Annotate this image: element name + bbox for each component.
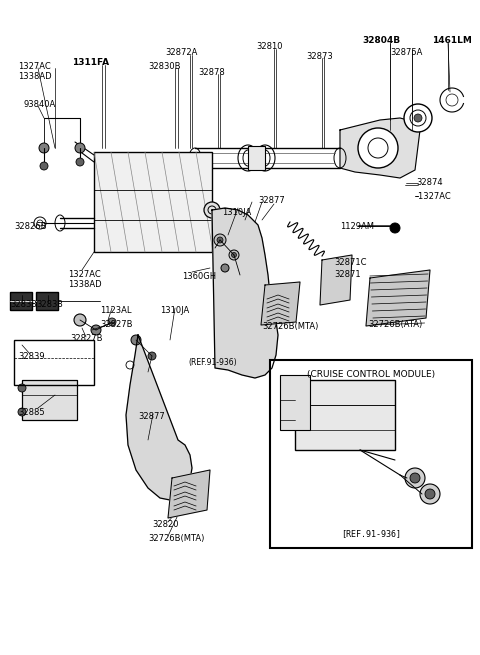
Bar <box>22 380 77 395</box>
Text: 32875A: 32875A <box>390 48 422 57</box>
Text: 1310JA: 1310JA <box>222 208 251 217</box>
Text: 32872A: 32872A <box>165 48 197 57</box>
Circle shape <box>39 143 49 153</box>
Polygon shape <box>340 118 420 178</box>
Text: 32871: 32871 <box>334 270 360 279</box>
Circle shape <box>217 237 223 243</box>
Circle shape <box>75 143 85 153</box>
Bar <box>22 380 77 420</box>
Circle shape <box>405 468 425 488</box>
Text: -1327AC: -1327AC <box>416 192 452 201</box>
Circle shape <box>414 114 422 122</box>
Text: 32726B(ATA): 32726B(ATA) <box>368 320 422 329</box>
Polygon shape <box>320 255 352 305</box>
Text: 32804B: 32804B <box>362 36 400 45</box>
Polygon shape <box>261 282 300 325</box>
Circle shape <box>18 384 26 392</box>
Polygon shape <box>168 470 210 518</box>
Bar <box>94 152 212 252</box>
Bar <box>10 292 32 310</box>
Circle shape <box>40 162 48 170</box>
Circle shape <box>204 202 220 218</box>
Polygon shape <box>126 335 192 500</box>
Text: 1327AC
1338AD: 1327AC 1338AD <box>18 62 52 81</box>
Text: 32838: 32838 <box>36 300 63 309</box>
Bar <box>36 292 58 310</box>
Circle shape <box>410 473 420 483</box>
Bar <box>295 380 395 405</box>
Text: [REF.91-936]: [REF.91-936] <box>341 529 401 538</box>
Text: 32810: 32810 <box>256 42 283 51</box>
Text: 1123AL: 1123AL <box>100 306 132 315</box>
Text: 32838: 32838 <box>10 300 37 309</box>
Text: 32827B: 32827B <box>100 320 132 329</box>
Circle shape <box>91 325 101 335</box>
Circle shape <box>131 335 141 345</box>
Text: 32874: 32874 <box>416 178 443 187</box>
Bar <box>14 340 94 385</box>
Text: 32726B(MTA): 32726B(MTA) <box>148 534 204 543</box>
Circle shape <box>221 264 229 272</box>
Circle shape <box>420 484 440 504</box>
Circle shape <box>148 352 156 360</box>
Text: 32877: 32877 <box>138 412 165 421</box>
Circle shape <box>425 489 435 499</box>
Bar <box>270 360 472 548</box>
Text: (REF.91-936): (REF.91-936) <box>188 358 237 367</box>
Circle shape <box>404 104 432 132</box>
Text: 1360GH: 1360GH <box>182 272 216 281</box>
Text: 32885: 32885 <box>18 408 45 417</box>
Text: (CRUISE CONTROL MODULE): (CRUISE CONTROL MODULE) <box>307 370 435 379</box>
Text: 32873: 32873 <box>306 52 333 61</box>
Text: 93840A: 93840A <box>24 100 56 109</box>
Text: 32826B: 32826B <box>14 222 47 231</box>
Text: 1129AM: 1129AM <box>340 222 374 231</box>
Text: 1327AC
1338AD: 1327AC 1338AD <box>68 270 102 290</box>
Text: 1461LM: 1461LM <box>432 36 472 45</box>
Text: 32839: 32839 <box>18 352 45 361</box>
Circle shape <box>76 158 84 166</box>
Bar <box>248 146 265 170</box>
Circle shape <box>18 408 26 416</box>
Circle shape <box>214 234 226 246</box>
Text: 32827B: 32827B <box>70 334 103 343</box>
Bar <box>280 375 310 430</box>
Text: 1311FA: 1311FA <box>72 58 109 67</box>
Circle shape <box>229 250 239 260</box>
Circle shape <box>108 318 116 326</box>
Circle shape <box>74 314 86 326</box>
Text: 1310JA: 1310JA <box>160 306 189 315</box>
Text: 32877: 32877 <box>258 196 285 205</box>
Text: 32830B: 32830B <box>148 62 180 71</box>
Circle shape <box>358 128 398 168</box>
Text: 32726B(MTA): 32726B(MTA) <box>262 322 318 331</box>
Circle shape <box>231 252 237 257</box>
Text: 32878: 32878 <box>198 68 225 77</box>
Text: 32820: 32820 <box>152 520 179 529</box>
Circle shape <box>390 223 400 233</box>
Polygon shape <box>212 208 278 378</box>
Text: 32871C: 32871C <box>334 258 367 267</box>
Bar <box>295 380 395 450</box>
Polygon shape <box>366 270 430 326</box>
